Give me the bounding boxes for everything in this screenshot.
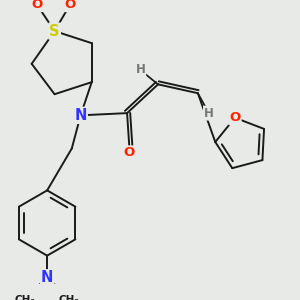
- Text: CH₃: CH₃: [14, 295, 35, 300]
- Text: CH₃: CH₃: [59, 295, 80, 300]
- Text: O: O: [229, 111, 241, 124]
- Text: O: O: [124, 146, 135, 159]
- Text: N: N: [74, 108, 87, 123]
- Text: S: S: [49, 24, 60, 39]
- Text: O: O: [64, 0, 76, 11]
- Text: N: N: [41, 270, 53, 285]
- Text: H: H: [204, 106, 214, 120]
- Text: H: H: [135, 64, 145, 76]
- Text: O: O: [31, 0, 43, 11]
